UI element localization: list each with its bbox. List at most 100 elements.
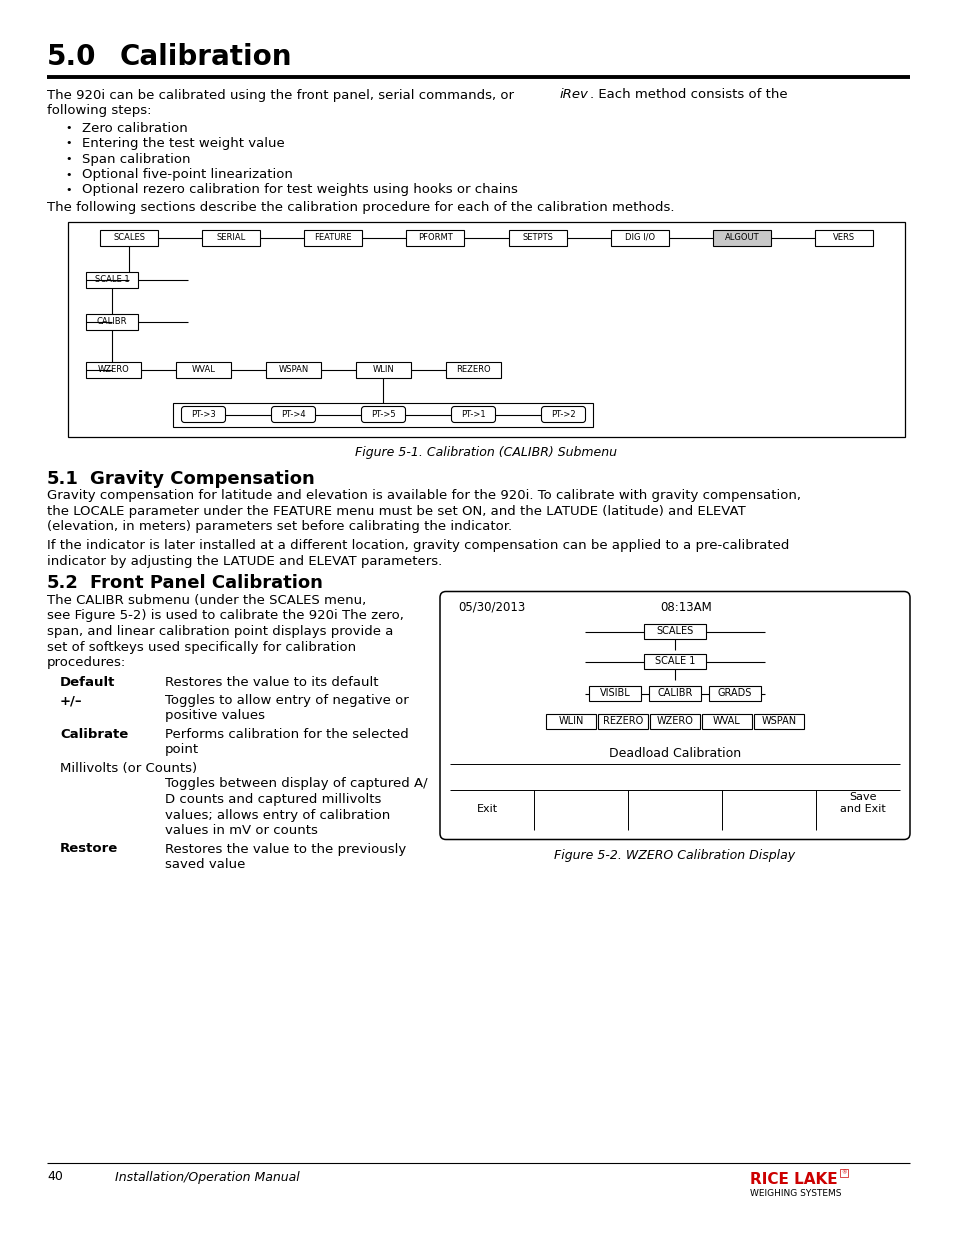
- Bar: [712, 230, 770, 246]
- Text: PT->2: PT->2: [551, 410, 576, 419]
- Text: Performs calibration for the selected: Performs calibration for the selected: [165, 727, 408, 741]
- Text: 5.1: 5.1: [47, 469, 79, 488]
- FancyBboxPatch shape: [541, 406, 585, 422]
- Text: Front Panel Calibration: Front Panel Calibration: [90, 574, 322, 593]
- FancyBboxPatch shape: [451, 406, 495, 422]
- Text: Exit: Exit: [476, 804, 497, 815]
- Bar: [588, 685, 640, 701]
- Text: positive values: positive values: [165, 709, 265, 722]
- Text: Optional rezero calibration for test weights using hooks or chains: Optional rezero calibration for test wei…: [82, 184, 517, 196]
- Bar: [202, 230, 260, 246]
- Text: PT->5: PT->5: [371, 410, 395, 419]
- Bar: [508, 230, 566, 246]
- Text: 08:13AM: 08:13AM: [659, 601, 711, 614]
- Text: The following sections describe the calibration procedure for each of the calibr: The following sections describe the cali…: [47, 201, 674, 214]
- Text: •: •: [65, 138, 71, 148]
- Bar: [840, 1170, 847, 1177]
- Bar: [753, 714, 803, 729]
- Text: Restore: Restore: [60, 842, 118, 856]
- Text: Figure 5-2. WZERO Calibration Display: Figure 5-2. WZERO Calibration Display: [554, 848, 795, 862]
- Text: RICE LAKE: RICE LAKE: [749, 1172, 837, 1188]
- Text: GRADS: GRADS: [717, 688, 751, 699]
- Bar: [406, 230, 464, 246]
- Text: Gravity compensation for latitude and elevation is available for the 920i. To ca: Gravity compensation for latitude and el…: [47, 489, 801, 501]
- Text: 5.2: 5.2: [47, 574, 79, 593]
- Text: following steps:: following steps:: [47, 104, 152, 117]
- Text: Toggles to allow entry of negative or: Toggles to allow entry of negative or: [165, 694, 408, 706]
- Text: indicator by adjusting the LATUDE and ELEVAT parameters.: indicator by adjusting the LATUDE and EL…: [47, 555, 442, 568]
- Text: point: point: [165, 743, 199, 757]
- Text: •: •: [65, 154, 71, 164]
- Text: REZERO: REZERO: [456, 366, 490, 374]
- Bar: [643, 655, 705, 669]
- Text: WZERO: WZERO: [97, 366, 130, 374]
- Text: span, and linear calibration point displays provide a: span, and linear calibration point displ…: [47, 625, 393, 638]
- Text: CALIBR: CALIBR: [657, 688, 692, 699]
- Text: Toggles between display of captured A/: Toggles between display of captured A/: [165, 778, 427, 790]
- Bar: [701, 714, 751, 729]
- Bar: [86, 314, 138, 330]
- Text: SCALES: SCALES: [113, 233, 145, 242]
- FancyBboxPatch shape: [361, 406, 405, 422]
- Text: 5.0: 5.0: [47, 43, 96, 70]
- Text: values in mV or counts: values in mV or counts: [165, 824, 317, 837]
- Bar: [355, 362, 411, 378]
- Text: WZERO: WZERO: [656, 716, 693, 726]
- Text: WSPAN: WSPAN: [760, 716, 796, 726]
- Text: Restores the value to its default: Restores the value to its default: [165, 676, 378, 688]
- Bar: [446, 362, 500, 378]
- Text: REZERO: REZERO: [602, 716, 642, 726]
- Text: and Exit: and Exit: [840, 804, 885, 815]
- Text: VERS: VERS: [832, 233, 854, 242]
- Bar: [643, 624, 705, 638]
- Text: SERIAL: SERIAL: [216, 233, 246, 242]
- Text: If the indicator is later installed at a different location, gravity compensatio: If the indicator is later installed at a…: [47, 540, 788, 552]
- Text: Optional five-point linearization: Optional five-point linearization: [82, 168, 293, 182]
- Bar: [173, 403, 593, 426]
- Text: •: •: [65, 169, 71, 179]
- Text: Save: Save: [848, 793, 876, 803]
- Text: ALGOUT: ALGOUT: [723, 233, 759, 242]
- Text: Gravity Compensation: Gravity Compensation: [90, 469, 314, 488]
- Text: (elevation, in meters) parameters set before calibrating the indicator.: (elevation, in meters) parameters set be…: [47, 520, 512, 534]
- Text: Entering the test weight value: Entering the test weight value: [82, 137, 284, 149]
- Text: set of softkeys used specifically for calibration: set of softkeys used specifically for ca…: [47, 641, 355, 653]
- Text: saved value: saved value: [165, 858, 245, 871]
- Text: +/–: +/–: [60, 694, 83, 706]
- Text: Installation/Operation Manual: Installation/Operation Manual: [115, 1171, 299, 1183]
- Bar: [598, 714, 647, 729]
- Text: Figure 5-1. Calibration (CALIBR) Submenu: Figure 5-1. Calibration (CALIBR) Submenu: [355, 446, 617, 459]
- Text: D counts and captured millivolts: D counts and captured millivolts: [165, 793, 381, 806]
- Text: The 920i can be calibrated using the front panel, serial commands, or: The 920i can be calibrated using the fro…: [47, 89, 517, 101]
- Bar: [814, 230, 872, 246]
- Text: WVAL: WVAL: [192, 366, 215, 374]
- Text: The CALIBR submenu (under the SCALES menu,: The CALIBR submenu (under the SCALES men…: [47, 594, 366, 606]
- Bar: [545, 714, 596, 729]
- FancyBboxPatch shape: [272, 406, 315, 422]
- Text: Span calibration: Span calibration: [82, 152, 191, 165]
- Text: see Figure 5-2) is used to calibrate the 920i The zero,: see Figure 5-2) is used to calibrate the…: [47, 610, 403, 622]
- Text: Millivolts (or Counts): Millivolts (or Counts): [60, 762, 197, 776]
- Text: Restores the value to the previously: Restores the value to the previously: [165, 842, 406, 856]
- Text: WEIGHING SYSTEMS: WEIGHING SYSTEMS: [749, 1188, 841, 1198]
- Text: Default: Default: [60, 676, 115, 688]
- Bar: [68, 221, 904, 436]
- Text: SETPTS: SETPTS: [521, 233, 553, 242]
- Text: DIG I/O: DIG I/O: [624, 233, 654, 242]
- FancyBboxPatch shape: [181, 406, 225, 422]
- Text: •: •: [65, 185, 71, 195]
- Bar: [86, 362, 141, 378]
- Text: •: •: [65, 124, 71, 133]
- Text: procedures:: procedures:: [47, 656, 126, 669]
- Bar: [266, 362, 320, 378]
- Text: CALIBR: CALIBR: [96, 317, 127, 326]
- Text: PT->1: PT->1: [460, 410, 485, 419]
- Text: WSPAN: WSPAN: [278, 366, 309, 374]
- Bar: [649, 714, 700, 729]
- FancyBboxPatch shape: [439, 592, 909, 840]
- Text: SCALES: SCALES: [656, 626, 693, 636]
- Bar: [86, 272, 138, 288]
- Text: the LOCALE parameter under the FEATURE menu must be set ON, and the LATUDE (lati: the LOCALE parameter under the FEATURE m…: [47, 505, 745, 517]
- Text: Zero calibration: Zero calibration: [82, 121, 188, 135]
- Bar: [610, 230, 668, 246]
